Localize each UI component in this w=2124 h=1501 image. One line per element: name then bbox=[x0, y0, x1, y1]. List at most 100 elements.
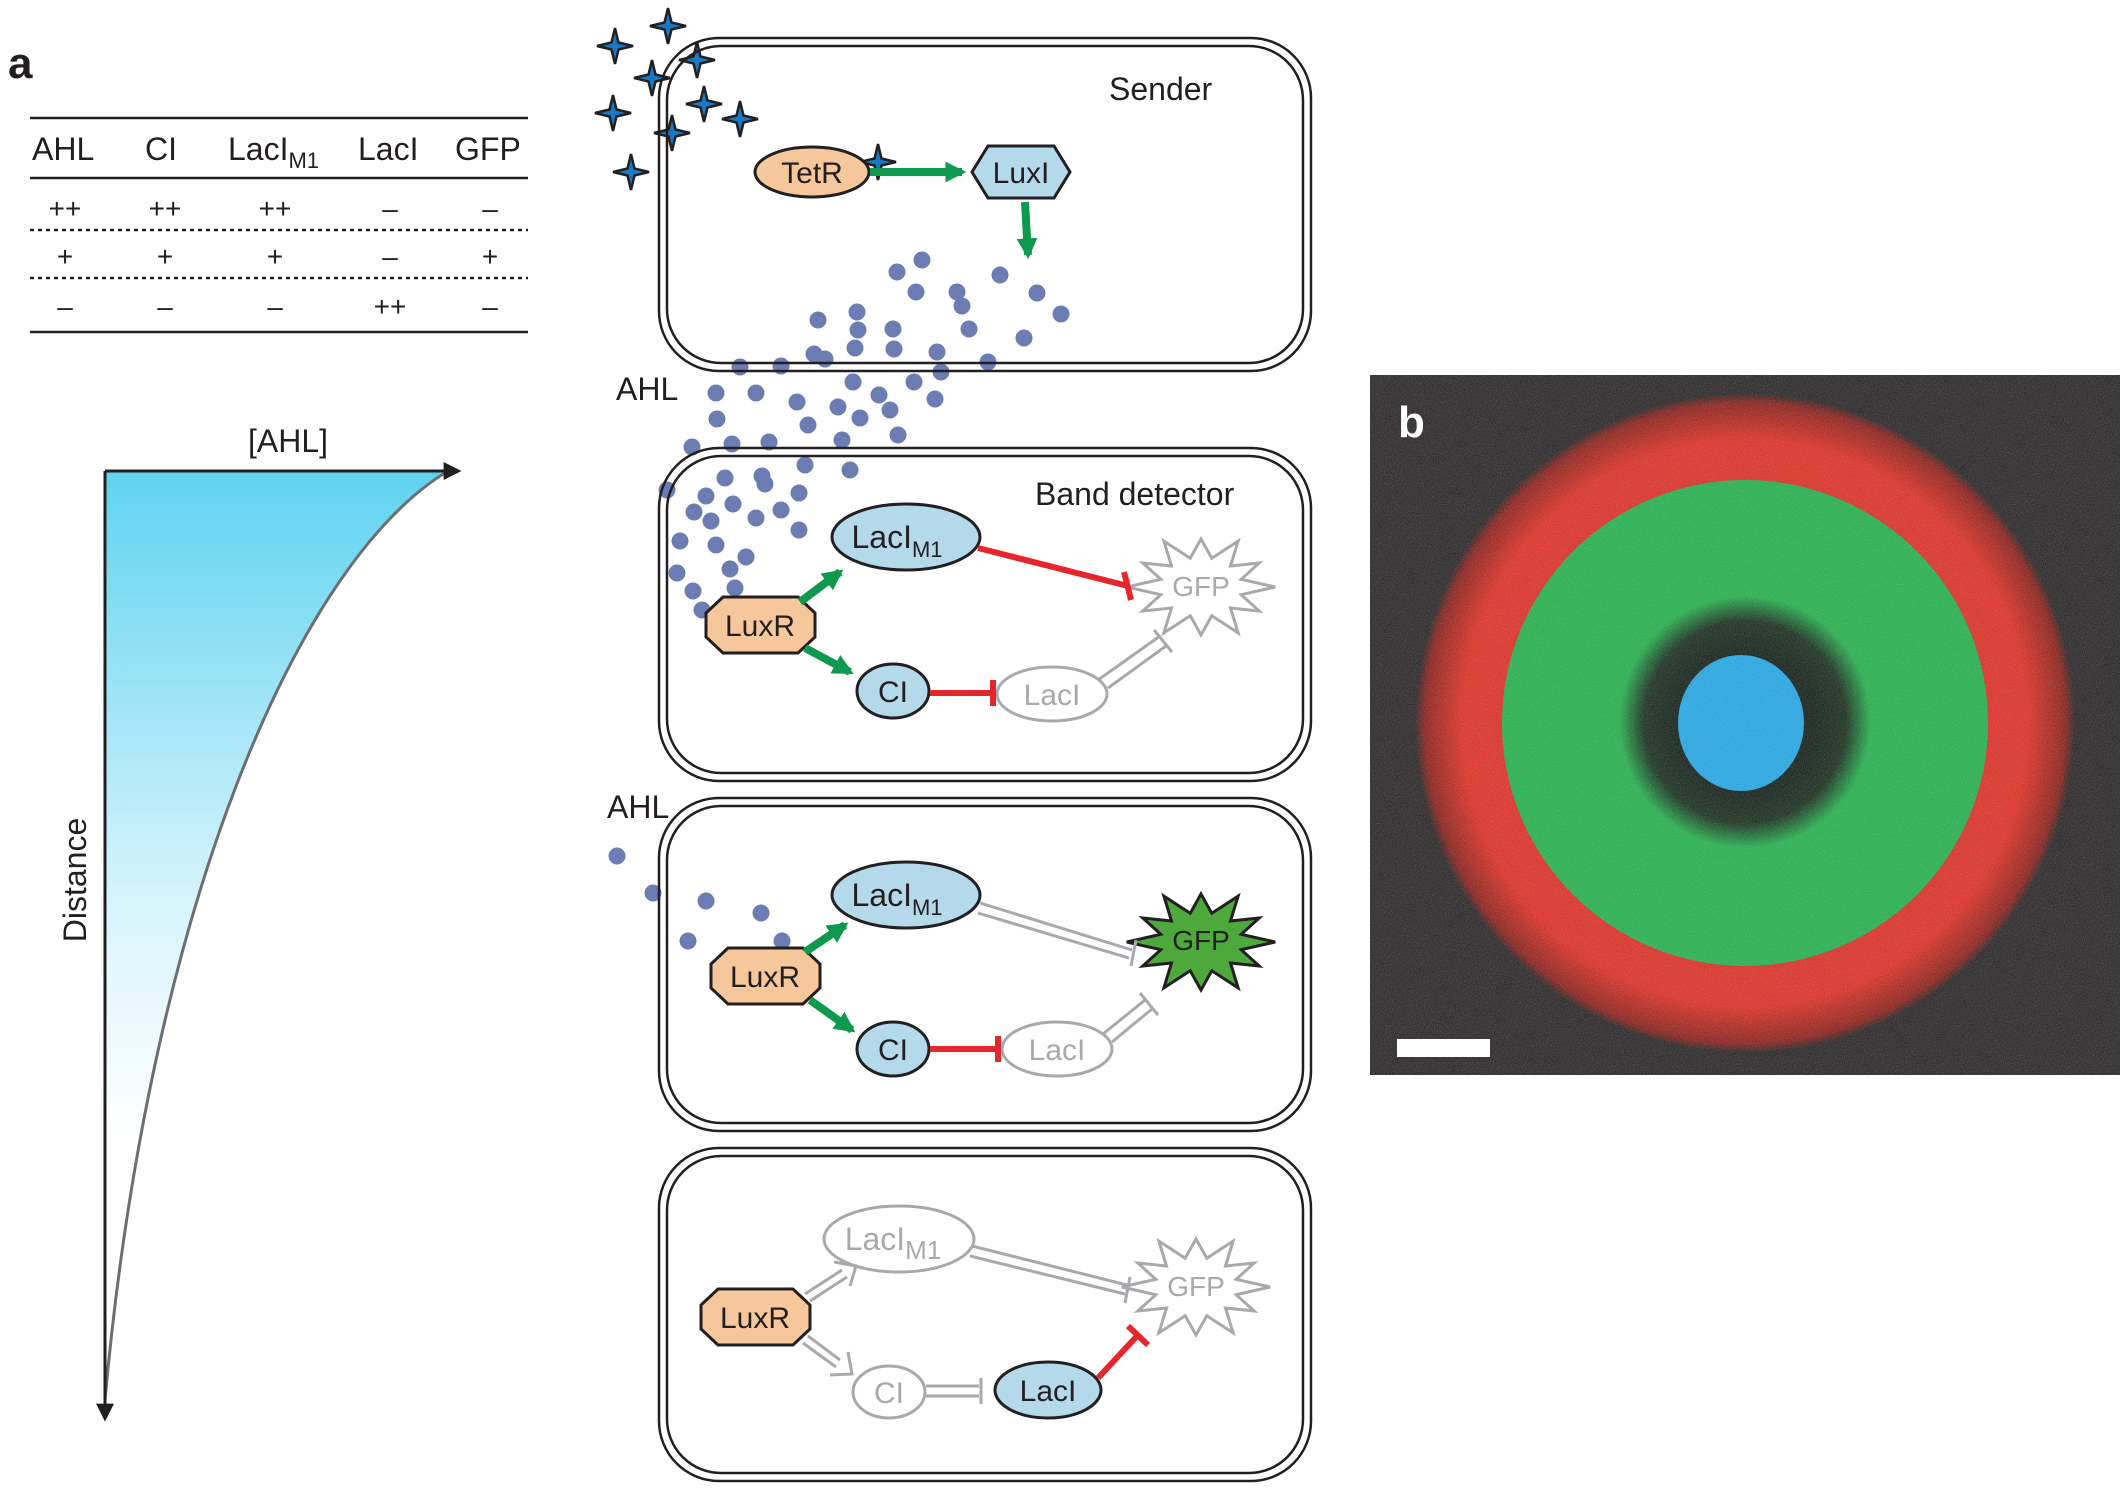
ahl-molecule-dot bbox=[721, 560, 739, 578]
atc-star-icon bbox=[721, 100, 759, 138]
table-cell: + bbox=[57, 241, 73, 272]
ahl-gradient-fill bbox=[105, 471, 448, 1400]
luxr-label: LuxR bbox=[730, 961, 800, 994]
ahl-molecule-dot bbox=[809, 311, 827, 329]
ahl-molecule-dot bbox=[708, 410, 726, 428]
ahl-molecule-dot bbox=[684, 582, 702, 600]
ahl-molecule-dot bbox=[960, 320, 978, 338]
atc-star-icon bbox=[633, 59, 671, 97]
laci-node bbox=[993, 1360, 1103, 1420]
laci-m1-label: LacIM1 bbox=[851, 519, 942, 562]
ahl-molecule-dot bbox=[608, 847, 626, 865]
ahl-molecule-dot bbox=[846, 339, 864, 357]
truth-table: AHL CI LacIM1 LacI GFP ++ ++ ++ – – + + … bbox=[30, 116, 528, 334]
ahl-molecule-dot bbox=[716, 469, 734, 487]
ahl-molecule-dot bbox=[679, 932, 697, 950]
table-cell: + bbox=[482, 241, 498, 272]
ahl-molecule-dot bbox=[1028, 284, 1046, 302]
band-detector-cell-low-ahl: LacIM1 LuxR CI LacI GFP bbox=[657, 1146, 1313, 1483]
repression-edge bbox=[977, 545, 1134, 601]
atc-star-icon bbox=[612, 153, 650, 191]
ahl-molecule-dot bbox=[799, 416, 817, 434]
activation-arrow bbox=[803, 644, 854, 676]
ahl-molecule-dot bbox=[884, 320, 902, 338]
scale-bar bbox=[1397, 1039, 1490, 1057]
gfp-label: GFP bbox=[1172, 571, 1230, 602]
atc-star-icon bbox=[653, 114, 691, 152]
table-cell: ++ bbox=[149, 193, 182, 224]
luxr-node bbox=[699, 1287, 812, 1347]
repression-edge bbox=[930, 680, 996, 706]
table-header-gfp: GFP bbox=[455, 131, 521, 167]
ahl-molecule-dot bbox=[707, 536, 725, 554]
ahl-molecule-dot bbox=[747, 384, 765, 402]
inactive-repression-edge bbox=[1097, 629, 1174, 690]
ahl-molecule-dot bbox=[829, 398, 847, 416]
ahl-molecule-dot bbox=[697, 487, 715, 505]
inactive-repression-edge bbox=[926, 1378, 983, 1404]
ahl-molecule-dot bbox=[685, 503, 703, 521]
repression-edge bbox=[1095, 1323, 1151, 1381]
ahl-molecule-dot bbox=[870, 386, 888, 404]
panel-label-a: a bbox=[8, 39, 33, 88]
inactive-activation-arrow bbox=[802, 1334, 854, 1377]
ahl-molecule-dot bbox=[788, 393, 806, 411]
ahl-molecule-dot bbox=[889, 426, 907, 444]
ahl-molecule-dot bbox=[948, 283, 966, 301]
atc-star-icon bbox=[594, 94, 632, 132]
ahl-molecule-dot bbox=[697, 892, 715, 910]
table-header-ahl: AHL bbox=[32, 131, 94, 167]
laci-label: LacI bbox=[1024, 679, 1081, 712]
atc-star-icon bbox=[596, 27, 634, 65]
ahl-molecule-dot bbox=[756, 475, 774, 493]
ci-node-inactive bbox=[851, 1364, 927, 1420]
table-cell: – bbox=[157, 291, 173, 322]
panel-label-b: b bbox=[1398, 398, 1425, 447]
table-cell: – bbox=[482, 193, 498, 224]
cell-outer-wall bbox=[657, 446, 1313, 783]
ahl-molecule-dot bbox=[849, 321, 867, 339]
table-cell: – bbox=[482, 291, 498, 322]
ahl-label: AHL bbox=[616, 371, 678, 407]
ahl-molecule-dot bbox=[1052, 305, 1070, 323]
ahl-molecule-dot bbox=[644, 884, 662, 902]
cell-title: Band detector bbox=[1035, 476, 1235, 512]
table-cell: ++ bbox=[259, 193, 292, 224]
ahl-molecule-dot bbox=[907, 283, 925, 301]
table-cell: + bbox=[157, 241, 173, 272]
activation-arrow bbox=[797, 568, 844, 606]
luxi-label: LuxI bbox=[993, 157, 1050, 190]
table-cell: – bbox=[382, 193, 398, 224]
table-header-laci: LacI bbox=[358, 131, 418, 167]
cell-inner-wall bbox=[665, 44, 1305, 365]
ahl-molecule-dot bbox=[881, 401, 899, 419]
gfp-node-on bbox=[1126, 890, 1276, 994]
cell-title: Sender bbox=[1109, 71, 1213, 107]
tetr-label: TetR bbox=[781, 157, 843, 190]
inactive-repression-edge bbox=[969, 1244, 1132, 1304]
atc-star-icon bbox=[649, 7, 687, 45]
activation-arrow bbox=[807, 996, 856, 1034]
ahl-molecule-dot bbox=[773, 932, 791, 950]
ahl-molecule-dot bbox=[926, 390, 944, 408]
laci-m1-node bbox=[830, 502, 982, 572]
table-cell: – bbox=[382, 241, 398, 272]
cell-outer-wall bbox=[657, 1146, 1313, 1483]
ahl-gradient-plot: [AHL] Distance bbox=[57, 423, 462, 1422]
ahl-molecule-dot bbox=[888, 263, 906, 281]
ahl-molecule-dot bbox=[731, 358, 749, 376]
laci-node-inactive bbox=[995, 665, 1109, 723]
ahl-molecule-dot bbox=[702, 512, 720, 530]
luxr-label: LuxR bbox=[725, 610, 795, 643]
table-header-ci: CI bbox=[145, 131, 177, 167]
y-axis-label: Distance bbox=[57, 818, 93, 943]
gfp-label: GFP bbox=[1172, 925, 1230, 956]
sender-cell: Sender TetR LuxI bbox=[657, 36, 1313, 373]
cell-inner-wall bbox=[665, 1154, 1305, 1475]
luxi-node bbox=[970, 144, 1072, 200]
ahl-molecule-dot bbox=[772, 501, 790, 519]
ci-label: CI bbox=[878, 676, 908, 709]
ahl-molecule-dot bbox=[913, 251, 931, 269]
ahl-molecule-dot bbox=[796, 456, 814, 474]
ahl-molecule-dot bbox=[671, 532, 689, 550]
